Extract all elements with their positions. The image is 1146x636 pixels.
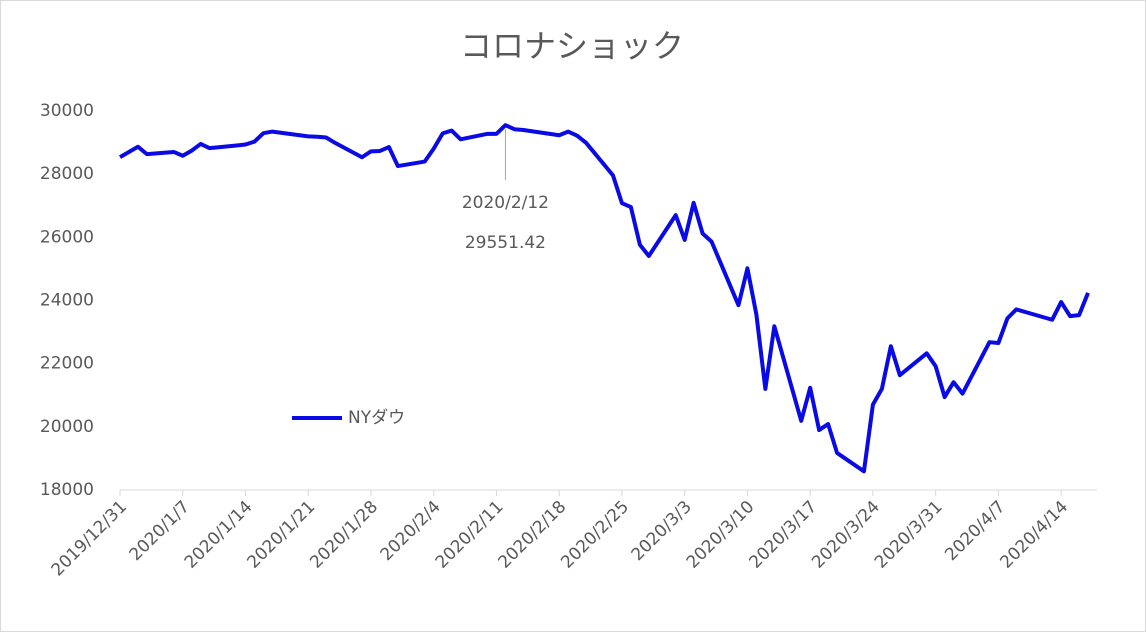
line-series <box>118 123 1090 474</box>
y-tick-label: 28000 <box>40 164 94 184</box>
annotation-value: 29551.42 <box>465 233 546 253</box>
y-tick-label: 30000 <box>40 101 94 121</box>
y-tick-label: 24000 <box>40 291 94 311</box>
legend-label: NYダウ <box>348 408 405 428</box>
y-tick-label: 20000 <box>40 417 94 437</box>
annotation-date: 2020/2/12 <box>462 193 549 213</box>
y-tick-label: 22000 <box>40 354 94 374</box>
y-tick-label: 26000 <box>40 227 94 247</box>
chart-title: コロナショック <box>460 27 684 65</box>
y-tick-label: 18000 <box>40 480 94 500</box>
